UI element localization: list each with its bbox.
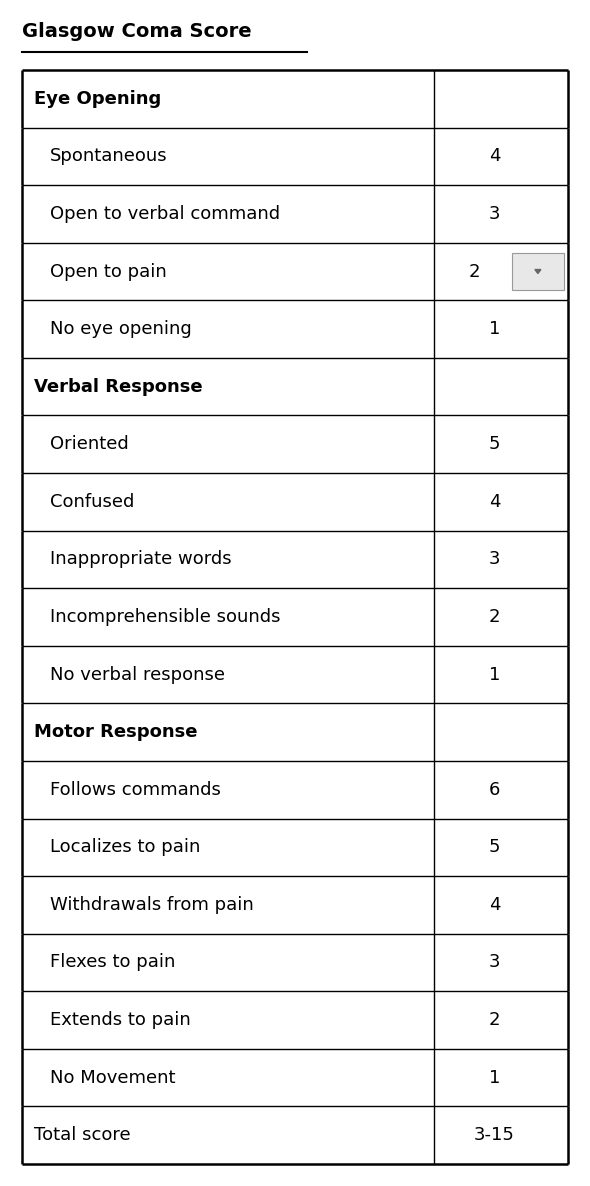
Text: 1: 1 <box>489 1069 500 1086</box>
Text: 4: 4 <box>489 493 500 511</box>
Text: Eye Opening: Eye Opening <box>34 90 161 108</box>
Text: 3: 3 <box>489 205 500 223</box>
Text: Inappropriate words: Inappropriate words <box>50 550 232 568</box>
Text: 2: 2 <box>489 608 500 626</box>
Text: Verbal Response: Verbal Response <box>34 377 202 396</box>
Text: 5: 5 <box>489 435 500 453</box>
Text: Follows commands: Follows commands <box>50 780 221 798</box>
Text: 3: 3 <box>489 954 500 971</box>
Text: 4: 4 <box>489 895 500 914</box>
Text: Open to verbal command: Open to verbal command <box>50 205 280 223</box>
Text: Extends to pain: Extends to pain <box>50 1010 191 1029</box>
Text: 2: 2 <box>489 1010 500 1029</box>
FancyBboxPatch shape <box>512 253 564 291</box>
Text: No Movement: No Movement <box>50 1069 175 1086</box>
Text: Flexes to pain: Flexes to pain <box>50 954 175 971</box>
Text: 6: 6 <box>489 780 500 798</box>
Text: Open to pain: Open to pain <box>50 262 167 281</box>
Text: No eye opening: No eye opening <box>50 320 192 338</box>
Text: 5: 5 <box>489 839 500 856</box>
Text: 1: 1 <box>489 665 500 683</box>
Text: 2: 2 <box>468 262 480 281</box>
Text: Incomprehensible sounds: Incomprehensible sounds <box>50 608 280 626</box>
Text: 4: 4 <box>489 147 500 165</box>
Text: Withdrawals from pain: Withdrawals from pain <box>50 895 254 914</box>
Text: Motor Response: Motor Response <box>34 723 198 741</box>
Text: Confused: Confused <box>50 493 135 511</box>
Text: 3: 3 <box>489 550 500 568</box>
Text: Oriented: Oriented <box>50 435 129 453</box>
Text: Localizes to pain: Localizes to pain <box>50 839 201 856</box>
Text: 1: 1 <box>489 320 500 338</box>
Text: Spontaneous: Spontaneous <box>50 147 168 165</box>
Text: Total score: Total score <box>34 1127 130 1144</box>
Text: Glasgow Coma Score: Glasgow Coma Score <box>22 23 251 42</box>
Text: No verbal response: No verbal response <box>50 665 225 683</box>
Polygon shape <box>535 269 541 274</box>
Text: 3-15: 3-15 <box>474 1127 515 1144</box>
